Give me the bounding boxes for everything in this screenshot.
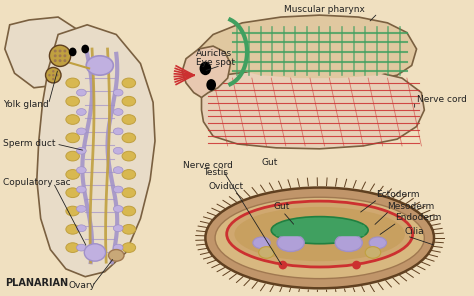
Ellipse shape — [66, 243, 80, 252]
Ellipse shape — [113, 128, 123, 135]
Ellipse shape — [54, 59, 57, 62]
Ellipse shape — [66, 188, 80, 197]
Ellipse shape — [122, 224, 136, 234]
Text: Ovary: Ovary — [69, 281, 96, 290]
Ellipse shape — [122, 170, 136, 179]
Ellipse shape — [279, 261, 287, 269]
Ellipse shape — [122, 133, 136, 143]
Ellipse shape — [205, 188, 434, 288]
Ellipse shape — [335, 234, 362, 252]
Text: Mesoderm: Mesoderm — [388, 202, 435, 211]
Ellipse shape — [76, 244, 86, 251]
Ellipse shape — [69, 48, 76, 56]
Ellipse shape — [122, 151, 136, 161]
Ellipse shape — [66, 96, 80, 106]
Ellipse shape — [113, 109, 123, 115]
Ellipse shape — [259, 247, 274, 258]
Ellipse shape — [66, 206, 80, 216]
Ellipse shape — [66, 115, 80, 124]
Ellipse shape — [369, 237, 386, 249]
Ellipse shape — [113, 205, 123, 212]
Ellipse shape — [66, 224, 80, 234]
Text: Yolk gland: Yolk gland — [3, 100, 49, 109]
Text: Nerve cord: Nerve cord — [183, 161, 233, 170]
Ellipse shape — [122, 78, 136, 88]
Ellipse shape — [64, 54, 66, 57]
Ellipse shape — [64, 59, 66, 62]
Text: Endoderm: Endoderm — [395, 213, 442, 223]
Ellipse shape — [200, 62, 211, 75]
Ellipse shape — [76, 167, 86, 173]
Ellipse shape — [76, 89, 86, 96]
Ellipse shape — [122, 188, 136, 197]
Ellipse shape — [86, 56, 113, 75]
Text: Oviduct: Oviduct — [208, 183, 244, 192]
Text: Copulatory sac: Copulatory sac — [3, 178, 71, 187]
Ellipse shape — [66, 151, 80, 161]
Ellipse shape — [109, 250, 124, 261]
Ellipse shape — [54, 54, 57, 57]
Ellipse shape — [54, 49, 57, 52]
Ellipse shape — [66, 170, 80, 179]
Ellipse shape — [227, 201, 413, 267]
Ellipse shape — [76, 225, 86, 232]
Ellipse shape — [64, 49, 66, 52]
Polygon shape — [37, 25, 155, 277]
Ellipse shape — [84, 244, 106, 261]
Text: Cilia: Cilia — [405, 227, 425, 236]
Ellipse shape — [113, 186, 123, 193]
Ellipse shape — [122, 115, 136, 124]
Ellipse shape — [76, 147, 86, 154]
Text: Ectoderm: Ectoderm — [376, 190, 419, 199]
Ellipse shape — [82, 45, 89, 53]
Ellipse shape — [56, 74, 58, 76]
Ellipse shape — [113, 244, 123, 251]
Text: Eye spot: Eye spot — [196, 59, 235, 67]
Ellipse shape — [59, 59, 62, 62]
Ellipse shape — [59, 54, 62, 57]
Text: Nerve cord: Nerve cord — [417, 95, 466, 104]
Text: Gut: Gut — [273, 202, 290, 211]
Text: Testis: Testis — [203, 168, 228, 177]
Ellipse shape — [122, 206, 136, 216]
Ellipse shape — [352, 261, 361, 269]
Ellipse shape — [76, 205, 86, 212]
Text: PLANARIAN: PLANARIAN — [5, 278, 68, 288]
Ellipse shape — [46, 67, 61, 83]
Ellipse shape — [206, 79, 216, 91]
Ellipse shape — [235, 207, 405, 261]
Ellipse shape — [52, 74, 55, 76]
Ellipse shape — [122, 96, 136, 106]
Polygon shape — [201, 68, 424, 149]
Ellipse shape — [76, 109, 86, 115]
Ellipse shape — [113, 225, 123, 232]
Polygon shape — [5, 17, 87, 88]
Ellipse shape — [66, 133, 80, 143]
Polygon shape — [199, 15, 417, 83]
Ellipse shape — [277, 234, 304, 252]
Polygon shape — [182, 46, 230, 97]
Ellipse shape — [271, 217, 368, 244]
Ellipse shape — [49, 45, 71, 67]
Ellipse shape — [59, 49, 62, 52]
Ellipse shape — [76, 186, 86, 193]
Text: Muscular pharynx: Muscular pharynx — [284, 5, 365, 14]
Text: Sperm duct: Sperm duct — [3, 139, 55, 148]
Ellipse shape — [122, 243, 136, 252]
Ellipse shape — [66, 78, 80, 88]
Text: Gut: Gut — [262, 158, 278, 167]
Ellipse shape — [113, 89, 123, 96]
Ellipse shape — [48, 74, 51, 76]
Ellipse shape — [113, 167, 123, 173]
Ellipse shape — [253, 237, 270, 249]
Ellipse shape — [113, 147, 123, 154]
Ellipse shape — [52, 70, 55, 73]
Text: Auricles: Auricles — [196, 49, 232, 58]
Polygon shape — [215, 23, 409, 78]
Ellipse shape — [215, 197, 424, 279]
Ellipse shape — [365, 247, 381, 258]
Ellipse shape — [76, 128, 86, 135]
Ellipse shape — [52, 78, 55, 80]
